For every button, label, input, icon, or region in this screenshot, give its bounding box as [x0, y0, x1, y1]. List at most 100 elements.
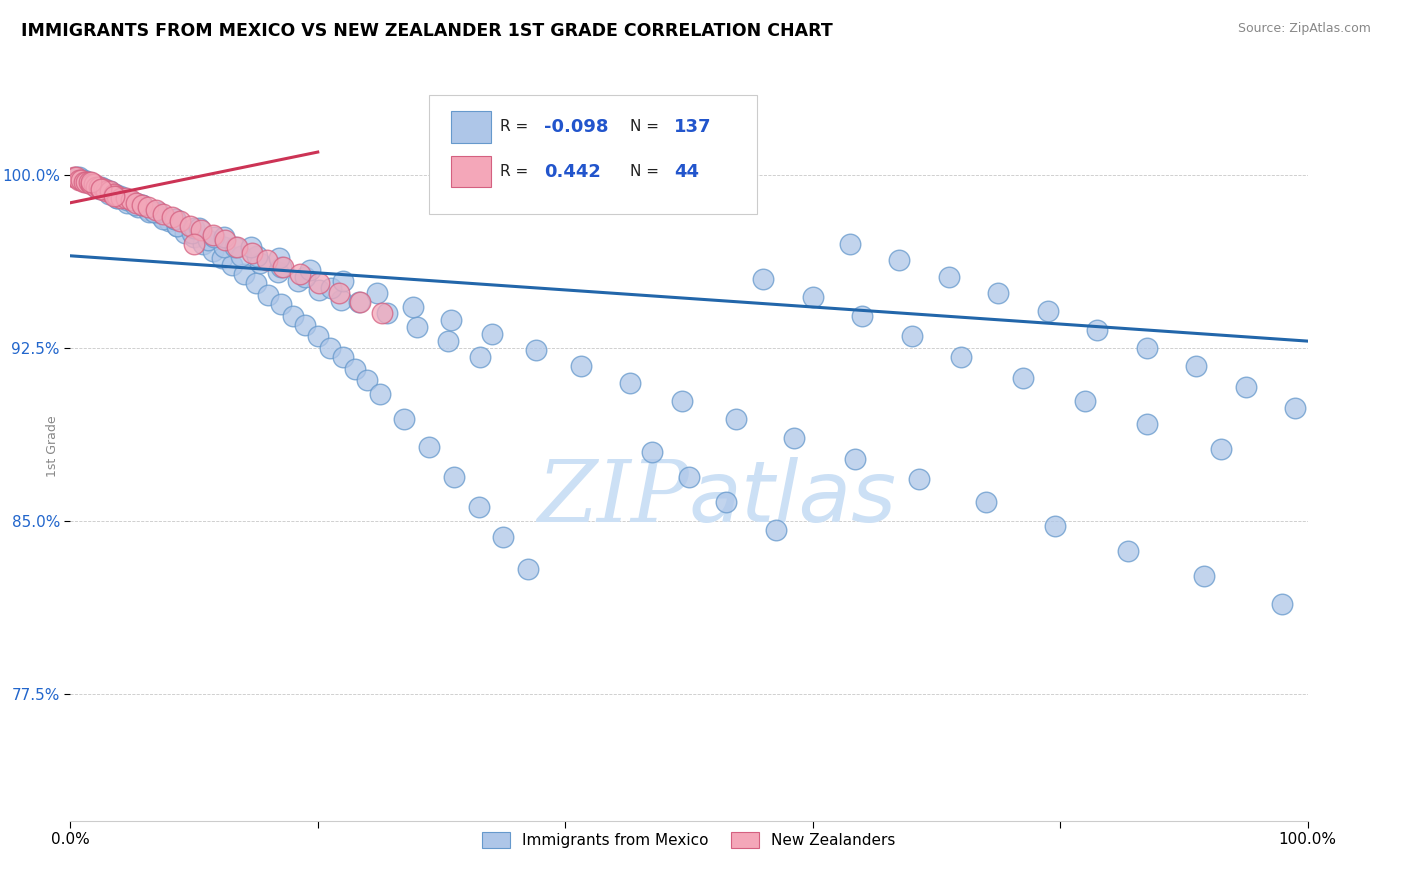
Text: atlas: atlas [689, 457, 897, 540]
Point [368, 387, 391, 401]
Point [174, 226, 197, 240]
Point [332, 350, 354, 364]
Point [724, 412, 747, 426]
Point [103, 186, 125, 201]
Point [229, 249, 252, 263]
Point [82, 178, 104, 192]
Point [1085, 322, 1108, 336]
Point [245, 277, 267, 291]
Point [108, 189, 131, 203]
Legend: Immigrants from Mexico, New Zealanders: Immigrants from Mexico, New Zealanders [477, 826, 901, 855]
Point [1192, 569, 1215, 583]
Point [1012, 371, 1035, 385]
Point [114, 191, 136, 205]
Point [328, 285, 350, 300]
Point [197, 233, 219, 247]
Point [136, 202, 159, 217]
Point [65, 170, 87, 185]
Point [118, 194, 141, 208]
Point [201, 228, 224, 243]
Point [467, 500, 489, 514]
Point [80, 178, 103, 192]
Point [188, 221, 211, 235]
Point [246, 249, 269, 263]
Point [239, 239, 262, 253]
Point [889, 253, 911, 268]
Text: R =: R = [499, 164, 527, 179]
Point [405, 320, 427, 334]
Point [900, 329, 922, 343]
Point [801, 290, 824, 304]
Point [190, 223, 212, 237]
Point [202, 230, 225, 244]
Point [105, 191, 128, 205]
Point [110, 191, 132, 205]
Point [120, 194, 142, 208]
Text: 137: 137 [673, 118, 711, 136]
Point [269, 251, 291, 265]
Point [90, 182, 112, 196]
Point [146, 205, 169, 219]
Point [394, 412, 416, 426]
Point [143, 205, 166, 219]
Text: 44: 44 [673, 162, 699, 181]
Point [371, 306, 394, 320]
Point [226, 239, 249, 253]
Point [938, 269, 960, 284]
Point [249, 256, 271, 270]
Text: Source: ZipAtlas.com: Source: ZipAtlas.com [1237, 22, 1371, 36]
Point [343, 361, 366, 376]
Point [851, 309, 873, 323]
Point [267, 265, 290, 279]
Point [131, 198, 153, 212]
Point [319, 341, 342, 355]
Point [443, 470, 465, 484]
Point [752, 272, 775, 286]
Point [481, 327, 503, 342]
Point [131, 198, 153, 212]
Point [783, 431, 806, 445]
Point [97, 186, 120, 201]
Point [402, 300, 425, 314]
Point [191, 237, 214, 252]
Text: N =: N = [630, 164, 658, 179]
Point [308, 277, 330, 291]
Point [271, 260, 294, 275]
Point [180, 226, 202, 240]
Point [321, 281, 343, 295]
Point [256, 253, 278, 268]
Text: -0.098: -0.098 [544, 118, 609, 136]
Text: R =: R = [499, 120, 527, 135]
Point [240, 246, 263, 260]
Point [308, 284, 330, 298]
Point [183, 230, 205, 244]
Point [332, 274, 354, 288]
Point [468, 350, 491, 364]
Point [1074, 394, 1097, 409]
Point [89, 182, 111, 196]
Point [287, 274, 309, 288]
Point [641, 444, 664, 458]
Point [1271, 597, 1294, 611]
Point [75, 175, 97, 189]
FancyBboxPatch shape [429, 95, 756, 214]
Point [83, 178, 105, 192]
Point [214, 233, 236, 247]
Point [75, 175, 97, 189]
Point [1136, 417, 1159, 431]
Point [84, 179, 107, 194]
Point [330, 293, 353, 307]
Point [212, 230, 235, 244]
Point [115, 195, 138, 210]
Point [165, 211, 187, 226]
Point [131, 198, 153, 212]
FancyBboxPatch shape [451, 156, 491, 187]
Point [124, 198, 146, 212]
Point [908, 472, 931, 486]
Point [138, 205, 160, 219]
Point [714, 495, 737, 509]
Point [103, 186, 125, 201]
Point [165, 211, 187, 226]
Point [70, 172, 93, 186]
Point [524, 343, 547, 358]
